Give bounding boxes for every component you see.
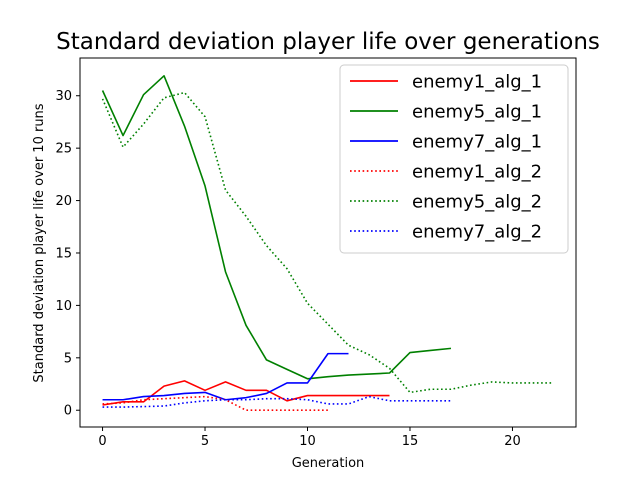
plot-area: 0 5 10 15 20 0 5 10 15 20 25 30 enemy1_alg_1 enemy5_a… (55, 57, 577, 449)
legend-label-enemy1_alg_1: enemy1_alg_1 (412, 72, 542, 93)
y-tick-label-25: 25 (55, 142, 72, 157)
y-tick-label-10: 10 (55, 299, 72, 314)
series-line-enemy1_alg_2 (102, 395, 328, 412)
legend-label-enemy5_alg_1: enemy5_alg_1 (412, 102, 542, 123)
legend-box (339, 64, 569, 254)
x-tick-label-5: 5 (201, 434, 209, 449)
y-tick-label-0: 0 (64, 404, 72, 419)
x-tick-label-0: 0 (98, 434, 106, 449)
legend-label-enemy7_alg_1: enemy7_alg_1 (412, 132, 542, 153)
series-line-enemy5_alg_1 (101, 75, 452, 380)
chart-title: Standard deviation player life over gene… (56, 29, 600, 55)
legend-label-enemy7_alg_2: enemy7_alg_2 (412, 222, 542, 243)
x-tick-label-10: 10 (299, 434, 316, 449)
x-tick-label-20: 20 (504, 434, 521, 449)
y-tick-label-5: 5 (64, 351, 72, 366)
x-axis-label: Generation (292, 456, 365, 471)
legend-label-enemy1_alg_2: enemy1_alg_2 (412, 162, 542, 183)
legend-label-enemy5_alg_2: enemy5_alg_2 (412, 192, 542, 213)
y-tick-label-30: 30 (55, 89, 72, 104)
y-axis-label: Standard deviation player life over 10 r… (32, 103, 47, 382)
series-line-enemy5_alg_2 (101, 91, 554, 394)
y-tick-label-15: 15 (55, 246, 72, 261)
y-tick-label-20: 20 (55, 194, 72, 209)
axes-frame (79, 57, 577, 428)
x-tick-label-15: 15 (402, 434, 419, 449)
